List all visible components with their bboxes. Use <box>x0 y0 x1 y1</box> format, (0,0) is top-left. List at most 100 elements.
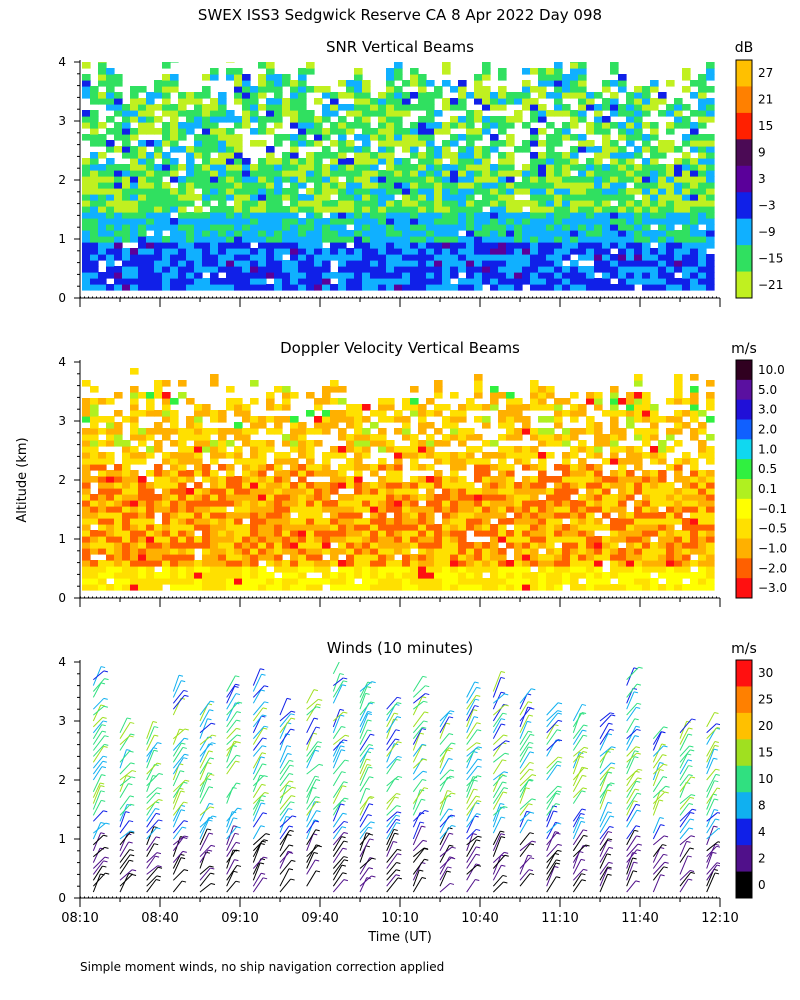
heatmap-cell <box>194 224 203 231</box>
heatmap-cell <box>474 74 483 81</box>
colorbar-swatch <box>736 245 752 272</box>
heatmap-cell <box>386 242 395 249</box>
heatmap-cell <box>186 194 195 201</box>
heatmap-cell <box>434 158 443 165</box>
heatmap-cell <box>554 266 563 273</box>
heatmap-cell <box>402 218 411 225</box>
heatmap-cell <box>362 218 371 225</box>
heatmap-cell <box>138 194 147 201</box>
heatmap-cell <box>394 224 403 231</box>
heatmap-cell <box>314 278 323 285</box>
heatmap-cell <box>618 530 627 537</box>
heatmap-cell <box>90 548 99 555</box>
heatmap-cell <box>442 104 451 111</box>
heatmap-cell <box>410 104 419 111</box>
heatmap-cell <box>570 578 579 585</box>
heatmap-cell <box>426 224 435 231</box>
heatmap-cell <box>530 140 539 147</box>
heatmap-cell <box>658 518 667 525</box>
heatmap-cell <box>434 482 443 489</box>
heatmap-cell <box>266 200 275 207</box>
heatmap-cell <box>514 506 523 513</box>
heatmap-cell <box>290 188 299 195</box>
heatmap-cell <box>634 506 643 513</box>
heatmap-cell <box>498 68 507 75</box>
heatmap-cell <box>434 284 443 291</box>
heatmap-cell <box>546 404 555 411</box>
heatmap-cell <box>290 500 299 507</box>
heatmap-cell <box>522 278 531 285</box>
heatmap-cell <box>394 446 403 453</box>
heatmap-cell <box>90 494 99 501</box>
heatmap-cell <box>698 266 707 273</box>
heatmap-cell <box>274 236 283 243</box>
heatmap-cell <box>330 164 339 171</box>
wind-barb-flag <box>127 833 132 836</box>
heatmap-cell <box>402 200 411 207</box>
heatmap-cell <box>650 182 659 189</box>
heatmap-cell <box>234 200 243 207</box>
heatmap-cell <box>418 428 427 435</box>
heatmap-cell <box>650 236 659 243</box>
heatmap-cell <box>530 554 539 561</box>
heatmap-cell <box>690 374 699 381</box>
heatmap-cell <box>186 536 195 543</box>
heatmap-cell <box>154 176 163 183</box>
heatmap-cell <box>426 434 435 441</box>
heatmap-cell <box>706 260 715 267</box>
heatmap-cell <box>378 410 387 417</box>
heatmap-cell <box>706 272 715 279</box>
heatmap-cell <box>610 146 619 153</box>
heatmap-cell <box>258 206 267 213</box>
heatmap-cell <box>106 164 115 171</box>
heatmap-cell <box>290 206 299 213</box>
heatmap-cell <box>426 554 435 561</box>
heatmap-cell <box>242 254 251 261</box>
heatmap-cell <box>634 458 643 465</box>
heatmap-cell <box>314 254 323 261</box>
heatmap-cell <box>242 476 251 483</box>
heatmap-cell <box>258 254 267 261</box>
heatmap-cell <box>306 218 315 225</box>
heatmap-cell <box>586 524 595 531</box>
heatmap-cell <box>178 134 187 141</box>
heatmap-cell <box>578 446 587 453</box>
heatmap-cell <box>482 92 491 99</box>
heatmap-cell <box>578 458 587 465</box>
heatmap-cell <box>538 452 547 459</box>
heatmap-cell <box>138 266 147 273</box>
heatmap-cell <box>626 230 635 237</box>
wind-barb <box>199 883 212 893</box>
heatmap-cell <box>698 230 707 237</box>
heatmap-cell <box>98 494 107 501</box>
heatmap-cell <box>154 554 163 561</box>
heatmap-cell <box>114 146 123 153</box>
heatmap-cell <box>162 560 171 567</box>
heatmap-cell <box>154 116 163 123</box>
heatmap-cell <box>338 116 347 123</box>
heatmap-cell <box>578 482 587 489</box>
heatmap-cell <box>482 584 491 591</box>
heatmap-cell <box>618 194 627 201</box>
heatmap-cell <box>682 584 691 591</box>
heatmap-cell <box>658 572 667 579</box>
heatmap-cell <box>650 494 659 501</box>
heatmap-cell <box>410 272 419 279</box>
heatmap-cell <box>530 158 539 165</box>
heatmap-cell <box>522 242 531 249</box>
heatmap-cell <box>690 572 699 579</box>
heatmap-cell <box>466 248 475 255</box>
heatmap-cell <box>130 428 139 435</box>
heatmap-cell <box>346 548 355 555</box>
heatmap-cell <box>122 122 131 129</box>
heatmap-cell <box>642 170 651 177</box>
heatmap-cell <box>218 254 227 261</box>
heatmap-cell <box>322 128 331 135</box>
heatmap-cell <box>330 554 339 561</box>
heatmap-cell <box>666 524 675 531</box>
heatmap-cell <box>210 524 219 531</box>
heatmap-cell <box>642 512 651 519</box>
heatmap-cell <box>234 458 243 465</box>
heatmap-cell <box>594 188 603 195</box>
heatmap-cell <box>202 122 211 129</box>
